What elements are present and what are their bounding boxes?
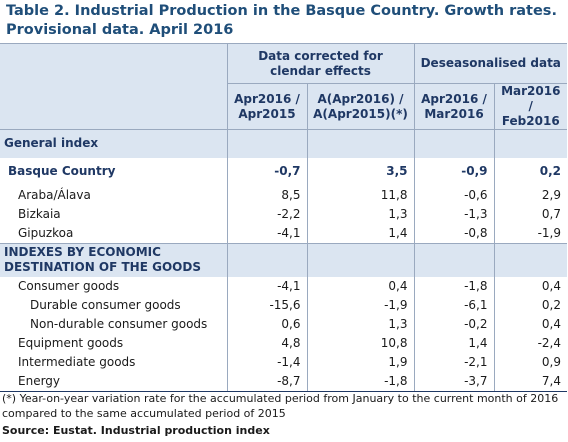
header-col-row: Apr2016 / Apr2015 A(Apr2016) / A(Apr2015… [0, 83, 567, 130]
cell: 0,7 [493, 204, 567, 224]
table-row: Energy -8,7 -1,8 -3,7 7,4 [0, 372, 567, 392]
header-blank [0, 43, 227, 130]
header-col-apr-mar: Apr2016 / Mar2016 [413, 83, 494, 130]
cell: 10,8 [306, 334, 414, 353]
cell: -2,2 [226, 204, 307, 224]
cell: -2,1 [413, 353, 494, 372]
cell: -1,9 [306, 296, 414, 315]
cell [306, 242, 414, 277]
cell: 0,2 [493, 157, 567, 186]
cell: -0,7 [226, 157, 307, 186]
row-label: General index [0, 129, 227, 158]
cell: -1,4 [226, 353, 307, 372]
cell: 0,4 [493, 277, 567, 296]
cell: 0,4 [493, 315, 567, 334]
row-label: Non-durable consumer goods [30, 317, 208, 331]
footnote: (*) Year-on-year variation rate for the … [2, 392, 559, 420]
table-row: INDEXES BY ECONOMIC DESTINATION OF THE G… [0, 242, 567, 277]
production-table: Data corrected for clendar effects Desea… [0, 43, 567, 392]
cell: -6,1 [413, 296, 494, 315]
row-label: Equipment goods [18, 336, 124, 350]
header-group-deseasonalised: Deseasonalised data [413, 43, 567, 84]
cell: -1,8 [413, 277, 494, 296]
cell: 1,3 [306, 315, 414, 334]
row-label: Consumer goods [18, 279, 120, 293]
table-row: Consumer goods -4,1 0,4 -1,8 0,4 [0, 277, 567, 296]
cell [413, 129, 494, 158]
header-col-mar-feb: Mar2016 / Feb2016 [493, 83, 567, 130]
cell: 11,8 [306, 185, 414, 205]
header-group-row: Data corrected for clendar effects Desea… [0, 43, 567, 130]
cell: 0,2 [493, 296, 567, 315]
cell: 1,9 [306, 353, 414, 372]
cell: -0,8 [413, 223, 494, 243]
table-row: Durable consumer goods -15,6 -1,9 -6,1 0… [0, 296, 567, 315]
table-title: Table 2. Industrial Production in the Ba… [6, 3, 557, 38]
table-row: Non-durable consumer goods 0,6 1,3 -0,2 … [0, 315, 567, 334]
table-row: Gipuzkoa -4,1 1,4 -0,8 -1,9 [0, 223, 567, 243]
row-label: Durable consumer goods [30, 298, 181, 312]
cell: 1,4 [306, 223, 414, 243]
cell: 0,6 [226, 315, 307, 334]
cell [493, 242, 567, 277]
cell: 2,9 [493, 185, 567, 205]
section-heading-line1: INDEXES BY ECONOMIC [4, 245, 161, 260]
cell: 1,3 [306, 204, 414, 224]
table-row: Basque Country -0,7 3,5 -0,9 0,2 [0, 157, 567, 186]
header-col-accumulated: A(Apr2016) / A(Apr2015)(*) [306, 83, 414, 130]
cell: -1,9 [493, 223, 567, 243]
row-label: Bizkaia [18, 206, 61, 221]
cell: 7,4 [493, 372, 567, 392]
cell: -4,1 [226, 223, 307, 243]
table-row: General index [0, 129, 567, 158]
cell [226, 242, 307, 277]
row-label: Araba/Álava [18, 187, 91, 202]
cell [306, 129, 414, 158]
cell: -8,7 [226, 372, 307, 392]
cell: 0,4 [306, 277, 414, 296]
cell [226, 129, 307, 158]
table-row: Bizkaia -2,2 1,3 -1,3 0,7 [0, 204, 567, 224]
cell: 0,9 [493, 353, 567, 372]
cell: -0,2 [413, 315, 494, 334]
cell: -2,4 [493, 334, 567, 353]
row-label: Basque Country [8, 164, 116, 178]
row-label: INDEXES BY ECONOMIC DESTINATION OF THE G… [0, 242, 227, 277]
header-col-apr-apr: Apr2016 / Apr2015 [226, 83, 307, 130]
cell [413, 242, 494, 277]
section-heading-line2: DESTINATION OF THE GOODS [4, 260, 201, 275]
cell: 4,8 [226, 334, 307, 353]
row-label: Energy [0, 372, 227, 392]
row-label: Intermediate goods [18, 355, 136, 369]
cell: 3,5 [306, 157, 414, 186]
cell: -3,7 [413, 372, 494, 392]
cell [493, 129, 567, 158]
cell: 1,4 [413, 334, 494, 353]
cell: -1,8 [306, 372, 414, 392]
header-group-calendar: Data corrected for clendar effects [226, 43, 414, 84]
row-label: Gipuzkoa [18, 225, 74, 240]
cell: -15,6 [226, 296, 307, 315]
cell: -0,9 [413, 157, 494, 186]
source-note: Source: Eustat. Industrial production in… [2, 424, 270, 437]
table-row: Equipment goods 4,8 10,8 1,4 -2,4 [0, 334, 567, 353]
cell: -0,6 [413, 185, 494, 205]
cell: 8,5 [226, 185, 307, 205]
table-row: Intermediate goods -1,4 1,9 -2,1 0,9 [0, 353, 567, 372]
cell: -1,3 [413, 204, 494, 224]
cell: -4,1 [226, 277, 307, 296]
table-row: Araba/Álava 8,5 11,8 -0,6 2,9 [0, 185, 567, 205]
